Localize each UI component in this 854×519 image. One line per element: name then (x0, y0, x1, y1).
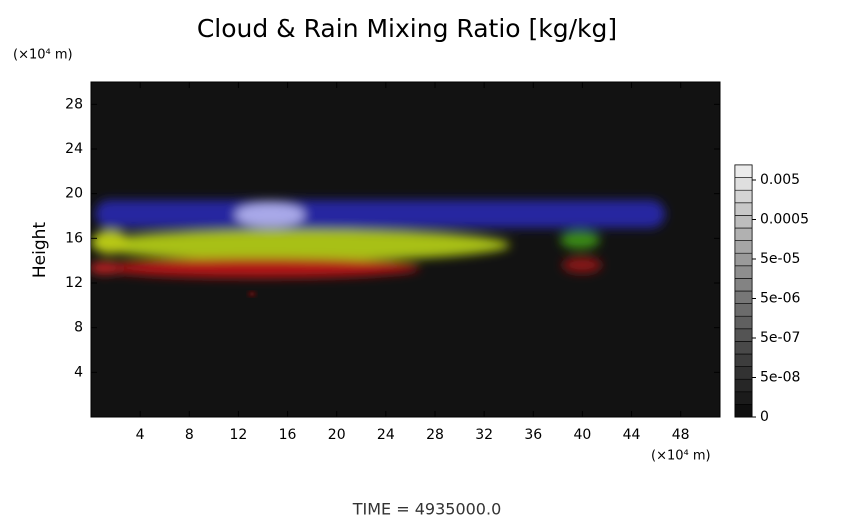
x-tick-label: 40 (573, 427, 591, 443)
x-unit: (×10⁴ m) (651, 449, 711, 464)
colorbar-band (734, 252, 753, 267)
x-tick-label: 16 (279, 427, 297, 443)
colorbar-tick-label: 0.005 (760, 172, 800, 188)
y-tick-label: 20 (65, 186, 83, 202)
colorbar-band (734, 353, 753, 367)
colorbar-tick-label: 5e-05 (760, 251, 800, 267)
colorbar-tick-label: 5e-08 (760, 370, 800, 386)
y-axis-label: Height (30, 222, 50, 279)
x-tick-label: 20 (328, 427, 346, 443)
colorbar-tick-label: 0 (760, 409, 769, 425)
colorbar-band (734, 227, 753, 241)
x-tick-label: 44 (623, 427, 641, 443)
colorbar-band (734, 189, 753, 204)
colorbar-tick-label: 5e-07 (760, 330, 800, 346)
x-tick-label: 24 (377, 427, 395, 443)
colorbar-tick-label: 5e-06 (760, 291, 800, 307)
y-tick-label: 24 (65, 141, 83, 157)
x-tick-label: 8 (185, 427, 194, 443)
colorbar-bands (734, 164, 753, 418)
y-tick-label: 12 (65, 275, 83, 291)
y-tick-label: 4 (74, 364, 83, 380)
colorbar-band (734, 341, 753, 355)
x-tick-label: 48 (672, 427, 690, 443)
y-tick-label: 28 (65, 96, 83, 112)
colorbar-band (734, 278, 753, 292)
colorbar-band (734, 290, 753, 304)
colorbar-band (734, 265, 753, 279)
time-label: TIME = 4935000.0 (352, 500, 502, 519)
colorbar-tick-label: 0.0005 (760, 212, 809, 228)
colorbar-band (734, 240, 753, 254)
colorbar-band (734, 366, 753, 380)
colorbar-band (734, 164, 753, 178)
colorbar-band (734, 404, 753, 418)
colorbar-band (734, 177, 753, 191)
x-tick-label: 32 (475, 427, 493, 443)
x-tick-label: 36 (524, 427, 542, 443)
colorbar-band (734, 378, 753, 393)
field (91, 200, 665, 296)
x-tick-label: 4 (136, 427, 145, 443)
chart-title: Cloud & Rain Mixing Ratio [kg/kg] (197, 14, 617, 43)
y-unit: (×10⁴ m) (13, 48, 73, 63)
colorbar-band (734, 328, 753, 342)
x-tick-label: 12 (230, 427, 248, 443)
colorbar-band (734, 202, 753, 216)
y-tick-label: 16 (65, 230, 83, 246)
colorbar-band (734, 315, 753, 330)
colorbar-band (734, 215, 753, 229)
colorbar-band (734, 391, 753, 405)
colorbar-band (734, 303, 753, 317)
x-tick-label: 28 (426, 427, 444, 443)
y-tick-label: 8 (74, 320, 83, 336)
